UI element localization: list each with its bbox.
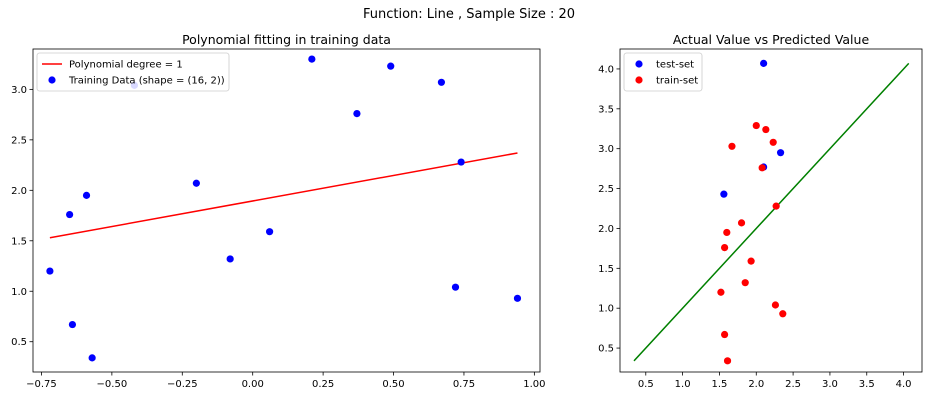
right-legend-label: test-set [656, 60, 694, 71]
left-ytick-label: 2.0 [11, 186, 27, 197]
left-point-training-data-shape-16-2-0 [46, 267, 54, 275]
left-point-training-data-shape-16-2-12 [437, 78, 446, 86]
right-xtick-label: 1.0 [675, 379, 691, 390]
right-ytick-label: 2.5 [598, 184, 614, 195]
left-ytick-label: 2.5 [11, 135, 27, 146]
left-xtick-label: 0.50 [382, 379, 404, 390]
left-axes-frame [32, 48, 541, 373]
left-point-training-data-shape-16-2-7 [226, 255, 234, 263]
right-point-train-set-9 [752, 121, 760, 130]
left-xtick-label: −0.50 [97, 379, 128, 390]
right-point-train-set-1 [721, 243, 729, 252]
right-point-test-set-3 [776, 149, 785, 157]
left-point-training-data-shape-16-2-14 [457, 158, 465, 166]
left-xtick-label: 0.00 [242, 379, 264, 390]
right-axes-frame [619, 48, 923, 373]
right-legend-label: train-set [656, 76, 698, 87]
left-point-training-data-shape-16-2-4 [88, 354, 96, 362]
left-xtick-label: 0.25 [312, 379, 334, 390]
right-xtick-label: 3.0 [822, 379, 838, 390]
right-legend-marker-swatch [635, 76, 643, 84]
left-point-training-data-shape-16-2-3 [82, 191, 91, 199]
right-point-train-set-5 [728, 142, 736, 150]
right-chart-title: Actual Value vs Predicted Value [673, 32, 870, 47]
right-ytick-label: 3.5 [598, 104, 614, 115]
right-xtick-label: 1.5 [711, 379, 727, 390]
left-series-line-0 [49, 152, 518, 239]
right-point-train-set-14 [772, 202, 780, 210]
right-point-train-set-6 [737, 219, 746, 227]
left-point-training-data-shape-16-2-9 [308, 55, 316, 63]
right-xtick-label: 2.5 [785, 379, 801, 390]
left-point-training-data-shape-16-2-2 [68, 320, 77, 329]
right-ytick-label: 3.0 [598, 144, 614, 155]
left-chart-title: Polynomial fitting in training data [182, 32, 391, 47]
right-legend-marker-swatch [635, 60, 643, 68]
right-point-train-set-13 [771, 301, 780, 309]
left-legend: Polynomial degree = 1 Training Data (shap… [36, 52, 230, 92]
left-chart-polynomial-fit: Polynomial fitting in training data −0.75… [11, 32, 545, 390]
right-point-train-set-12 [769, 138, 777, 146]
right-point-train-set-10 [758, 164, 766, 172]
right-series-line-0 [633, 62, 910, 362]
right-point-train-set-0 [717, 288, 725, 296]
right-point-train-set-8 [747, 257, 755, 265]
right-point-test-set-0 [760, 59, 768, 67]
right-legend-box [623, 52, 703, 92]
left-point-training-data-shape-16-2-10 [353, 110, 361, 118]
right-legend: test-set train-set [623, 52, 703, 92]
right-ytick-label: 1.0 [598, 304, 614, 315]
left-legend-marker-swatch [48, 76, 56, 84]
left-point-training-data-shape-16-2-1 [66, 210, 74, 219]
left-ytick-label: 1.0 [11, 287, 27, 298]
left-point-training-data-shape-16-2-6 [192, 179, 200, 187]
left-xtick-label: 1.00 [523, 379, 545, 390]
right-ytick-label: 4.0 [598, 64, 614, 75]
left-legend-label: Polynomial degree = 1 [69, 60, 183, 71]
right-ytick-label: 2.0 [598, 224, 614, 235]
right-point-train-set-2 [721, 330, 729, 339]
left-xtick-label: −0.75 [26, 379, 57, 390]
right-point-train-set-3 [723, 228, 731, 237]
left-xtick-label: −0.25 [167, 379, 198, 390]
figure-suptitle: Function: Line , Sample Size : 20 [363, 7, 575, 22]
right-chart-actual-vs-predicted: Actual Value vs Predicted Value 0.5 1.0 1.5… [598, 32, 923, 390]
left-point-training-data-shape-16-2-8 [266, 228, 274, 236]
right-point-train-set-11 [762, 125, 770, 134]
right-ytick-label: 0.5 [598, 344, 614, 355]
right-point-test-set-1 [720, 190, 728, 198]
right-xtick-label: 3.5 [859, 379, 875, 390]
right-point-train-set-4 [723, 357, 732, 365]
right-point-train-set-15 [779, 310, 787, 318]
left-point-training-data-shape-16-2-15 [513, 294, 522, 302]
left-xtick-label: 0.75 [453, 379, 475, 390]
right-xtick-label: 0.5 [638, 379, 654, 390]
left-ytick-label: 0.5 [11, 337, 27, 348]
left-point-training-data-shape-16-2-13 [451, 283, 460, 291]
left-point-training-data-shape-16-2-11 [387, 62, 395, 70]
right-xtick-label: 4.0 [896, 379, 912, 390]
left-plot-area [46, 55, 522, 362]
left-legend-label: Training Data (shape = (16, 2)) [68, 76, 225, 87]
left-legend-box [36, 52, 230, 92]
right-xtick-label: 2.0 [748, 379, 764, 390]
right-ytick-label: 1.5 [598, 264, 614, 275]
right-plot-area [633, 59, 910, 365]
left-ytick-label: 1.5 [11, 236, 27, 247]
left-ytick-label: 3.0 [11, 85, 27, 96]
right-point-train-set-7 [741, 279, 749, 287]
